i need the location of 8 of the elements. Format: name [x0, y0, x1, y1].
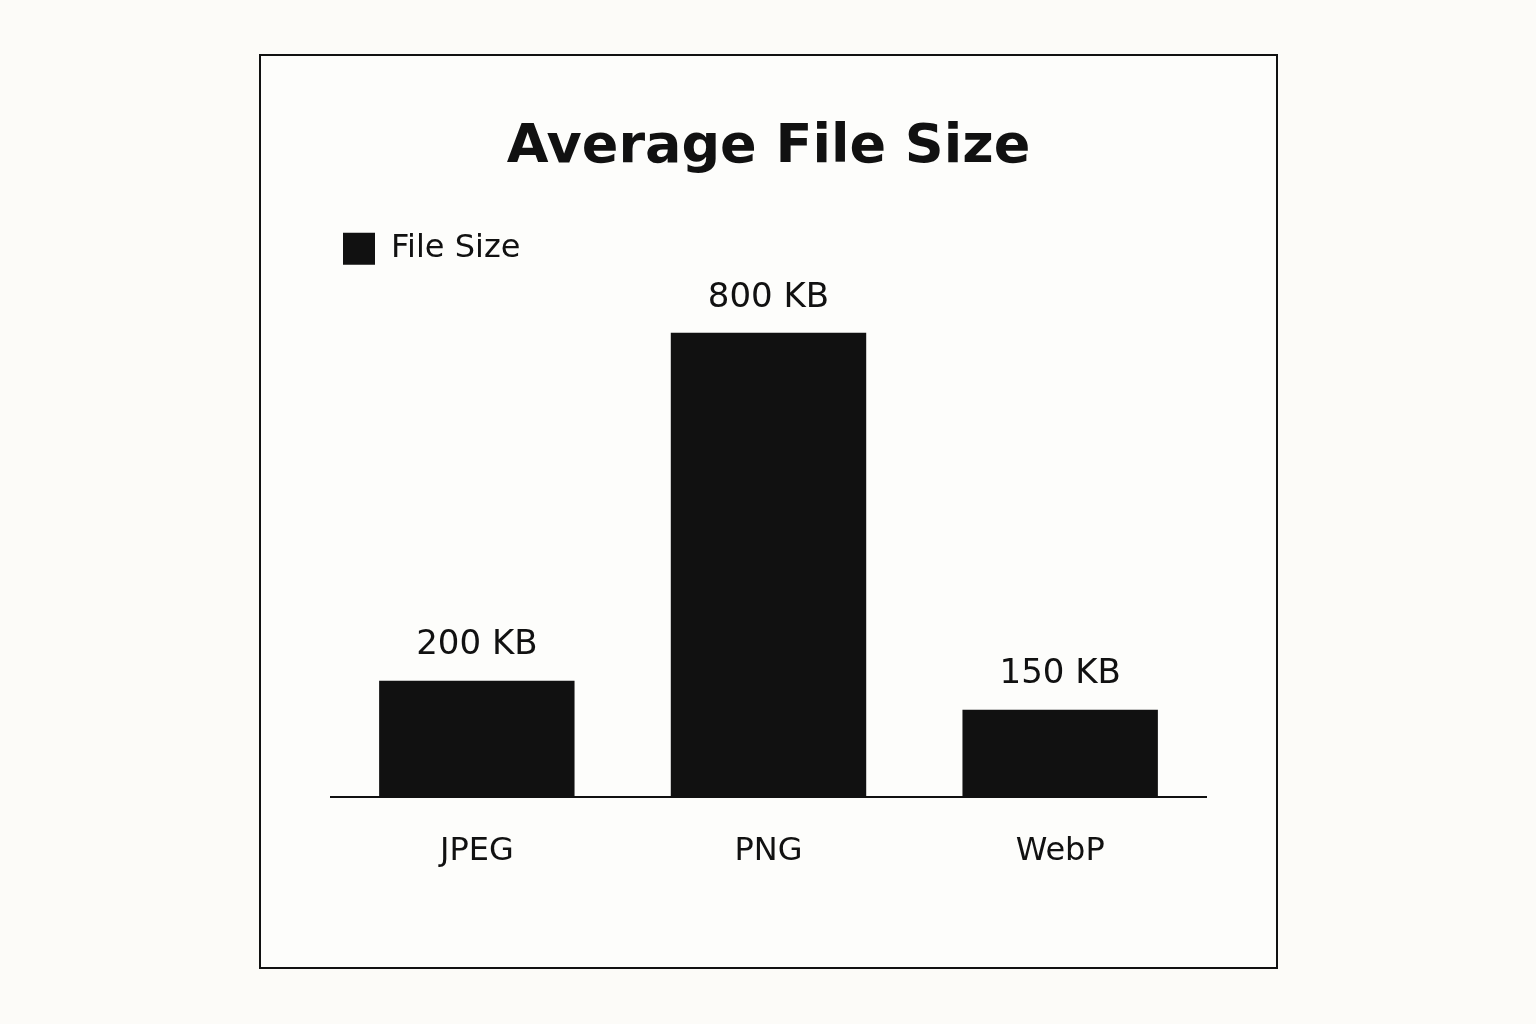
data-label: 800 KB — [707, 274, 830, 315]
x-tick-label: WebP — [1015, 830, 1105, 869]
chart-title: Average File Size — [506, 112, 1031, 176]
x-tick-label: JPEG — [437, 830, 514, 869]
legend-label: File Size — [391, 227, 521, 266]
data-label: 200 KB — [416, 622, 538, 663]
x-tick-label: PNG — [734, 830, 803, 869]
data-label: 150 KB — [999, 651, 1121, 692]
